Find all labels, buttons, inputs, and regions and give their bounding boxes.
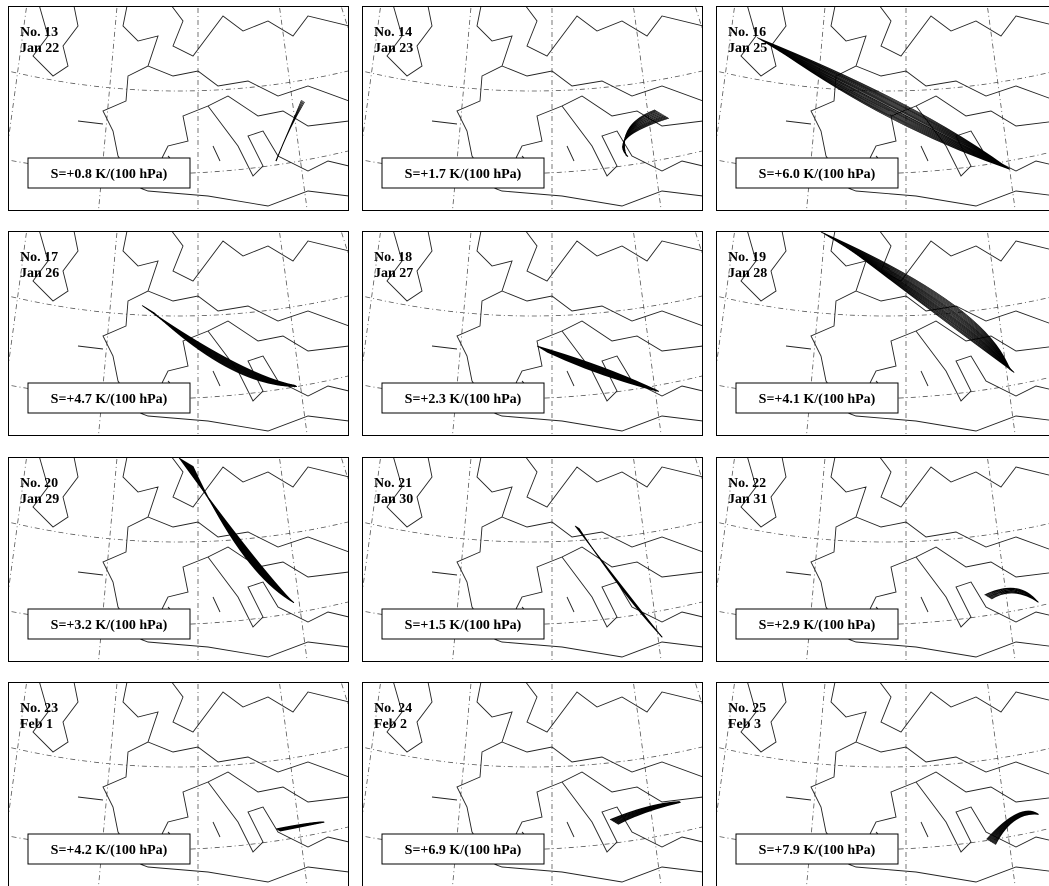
panel-date: Jan 25 (728, 41, 767, 56)
panel-number: No. 18 (374, 250, 412, 265)
panel-date: Feb 3 (728, 717, 761, 732)
trajectory (770, 46, 1008, 168)
stability-label: S=+3.2 K/(100 hPa) (51, 618, 168, 633)
panel-number: No. 23 (20, 701, 58, 716)
panel-number: No. 13 (20, 25, 58, 40)
trajectory (542, 349, 658, 391)
stability-label: S=+0.8 K/(100 hPa) (51, 167, 168, 182)
panel-date: Jan 26 (20, 266, 59, 281)
trajectory (146, 308, 296, 386)
trajectory (190, 465, 293, 603)
panel-date: Jan 27 (374, 266, 413, 281)
map-panel: No. 22Jan 31 S=+2.9 K/(100 hPa) (696, 447, 1049, 667)
trajectory (577, 527, 662, 637)
figure: No. 13Jan 22S=+0.8 K/(100 hPa)No. 14Jan … (0, 0, 1049, 886)
map-panel: No. 21Jan 30 S=+1.5 K/(100 hPa) (342, 447, 742, 667)
panel-number: No. 25 (728, 701, 766, 716)
trajectory (578, 528, 662, 637)
panel-number: No. 20 (20, 476, 58, 491)
trajectory (187, 463, 293, 602)
trajectory (579, 528, 663, 637)
trajectory (187, 462, 293, 602)
trajectory (146, 308, 296, 386)
stability-label: S=+4.1 K/(100 hPa) (759, 392, 876, 407)
panel-number: No. 22 (728, 476, 766, 491)
stability-label: S=+4.2 K/(100 hPa) (51, 843, 168, 858)
trajectory (185, 462, 293, 602)
trajectory (153, 312, 297, 386)
panel-number: No. 14 (374, 25, 412, 40)
map-panel: No. 14Jan 23 S=+1.7 K/(100 hPa) (342, 0, 742, 216)
trajectory (191, 465, 294, 603)
panel-grid: No. 13Jan 22S=+0.8 K/(100 hPa)No. 14Jan … (0, 0, 1049, 886)
trajectory (851, 250, 1014, 373)
panel-number: No. 21 (374, 476, 412, 491)
panel-number: No. 17 (20, 250, 58, 265)
trajectory (276, 102, 304, 161)
stability-label: S=+1.7 K/(100 hPa) (405, 167, 522, 182)
panel-date: Jan 29 (20, 492, 59, 507)
panel-date: Jan 30 (374, 492, 413, 507)
trajectory (822, 233, 1010, 370)
stability-label: S=+6.9 K/(100 hPa) (405, 843, 522, 858)
trajectory (578, 527, 662, 637)
trajectory (821, 232, 1010, 370)
trajectory (188, 463, 293, 602)
stability-label: S=+4.7 K/(100 hPa) (51, 392, 168, 407)
trajectory (186, 462, 293, 602)
stability-label: S=+6.0 K/(100 hPa) (759, 167, 876, 182)
stability-label: S=+1.5 K/(100 hPa) (405, 618, 522, 633)
panel-number: No. 24 (374, 701, 412, 716)
stability-label: S=+2.9 K/(100 hPa) (759, 618, 876, 633)
trajectory (186, 462, 293, 602)
trajectory (191, 465, 293, 602)
panel-date: Jan 22 (20, 41, 59, 56)
panel-number: No. 16 (728, 25, 766, 40)
trajectory (192, 466, 293, 603)
panel-date: Jan 28 (728, 266, 767, 281)
panel-date: Feb 2 (374, 717, 407, 732)
stability-label: S=+2.3 K/(100 hPa) (405, 392, 522, 407)
panel-number: No. 19 (728, 250, 766, 265)
stability-label: S=+7.9 K/(100 hPa) (759, 843, 876, 858)
panel-date: Feb 1 (20, 717, 53, 732)
panel-date: Jan 31 (728, 492, 767, 507)
trajectory (579, 528, 662, 637)
map-panel: No. 24Feb 2 S=+6.9 K/(100 hPa) (342, 672, 742, 886)
trajectory (192, 466, 294, 603)
trajectory (154, 313, 297, 387)
panel-date: Jan 23 (374, 41, 413, 56)
